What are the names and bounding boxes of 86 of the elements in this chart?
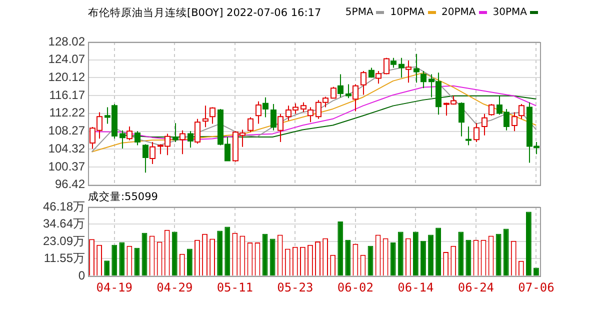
bar [496, 234, 502, 276]
bar [224, 226, 230, 276]
y-tick-label: 108.27 [48, 124, 86, 138]
candlestick [256, 100, 262, 124]
x-tick-label: 07-06 [518, 280, 554, 294]
bar [503, 228, 509, 276]
bar [390, 242, 396, 276]
legend-label: 20PMA [442, 7, 477, 18]
candlestick [488, 104, 494, 116]
candlestick [142, 144, 148, 174]
candlestick [420, 70, 426, 89]
bar [458, 232, 464, 276]
candlestick [398, 57, 404, 78]
candlestick [376, 70, 382, 84]
x-tick-label: 06-02 [337, 280, 374, 294]
candlestick [330, 86, 336, 99]
candlestick [278, 113, 284, 142]
candlestick [518, 104, 524, 120]
candlestick [384, 57, 390, 75]
candlestick [150, 141, 156, 165]
y-tick-label: 116.17 [49, 88, 86, 102]
candlestick [300, 102, 306, 113]
candlestick [134, 130, 140, 146]
y-tick-label: 23.09万 [42, 234, 85, 248]
candlestick [188, 130, 194, 148]
y-tick-label: 46.18万 [42, 199, 85, 214]
x-tick-label: 06-14 [398, 280, 434, 294]
x-tick-label: 04-19 [96, 280, 132, 294]
candlestick [360, 70, 366, 96]
candlestick [406, 60, 412, 84]
candlestick [338, 74, 344, 98]
bar [112, 244, 118, 276]
candlestick [210, 106, 216, 124]
bar [217, 230, 223, 276]
bar [428, 234, 434, 276]
bar [412, 232, 418, 276]
bar [172, 232, 178, 276]
legend-label: 5PMA [345, 7, 374, 18]
bar [186, 248, 192, 276]
candlestick [482, 113, 488, 136]
bar [526, 212, 532, 276]
bar [119, 242, 125, 276]
x-tick-label: 06-24 [458, 280, 494, 294]
bar [466, 240, 472, 276]
bar [338, 221, 344, 276]
chart-title: 成交量:55099 [88, 190, 158, 204]
bar [270, 238, 276, 276]
y-tick-label: 112.22 [49, 106, 86, 120]
legend-label: 30PMA [492, 7, 528, 18]
candlestick [352, 84, 358, 112]
y-tick-label: 120.12 [48, 70, 86, 84]
bar [436, 228, 442, 276]
y-tick-label: 96.42 [54, 177, 86, 192]
y-tick-label: 128.02 [48, 34, 86, 48]
candlestick [172, 122, 178, 142]
y-tick-label: 0 [78, 268, 86, 282]
candlestick [414, 53, 420, 84]
legend-label: 10PMA [390, 7, 426, 18]
candlestick [194, 118, 200, 144]
y-tick-label: 100.37 [48, 159, 86, 174]
chart-title: 布伦特原油当月连续[B0OY] 2022-07-06 16:17 [88, 6, 322, 20]
y-tick-label: 34.64万 [42, 216, 85, 231]
candlestick [120, 130, 126, 150]
candlestick [248, 116, 254, 133]
x-tick-label: 04-29 [156, 280, 193, 294]
bar [398, 232, 404, 276]
candlestick [262, 96, 268, 118]
bar [345, 240, 351, 276]
candlestick [270, 104, 276, 131]
x-tick-label: 05-23 [277, 280, 314, 294]
candlestick [458, 102, 464, 137]
y-tick-label: 124.07 [48, 52, 86, 66]
candlestick [346, 84, 352, 99]
candlestick [180, 130, 186, 155]
bar [420, 240, 426, 276]
candlestick [308, 106, 314, 123]
candlestick [466, 126, 472, 146]
candlestick [512, 112, 518, 132]
x-tick-label: 05-11 [216, 280, 253, 294]
candlestick [474, 122, 480, 142]
y-tick-label: 104.32 [48, 141, 86, 156]
candlestick [126, 126, 132, 141]
candlestick [202, 105, 208, 128]
candlestick [390, 57, 396, 68]
y-tick-label: 11.55万 [44, 251, 85, 266]
bar [104, 260, 110, 276]
